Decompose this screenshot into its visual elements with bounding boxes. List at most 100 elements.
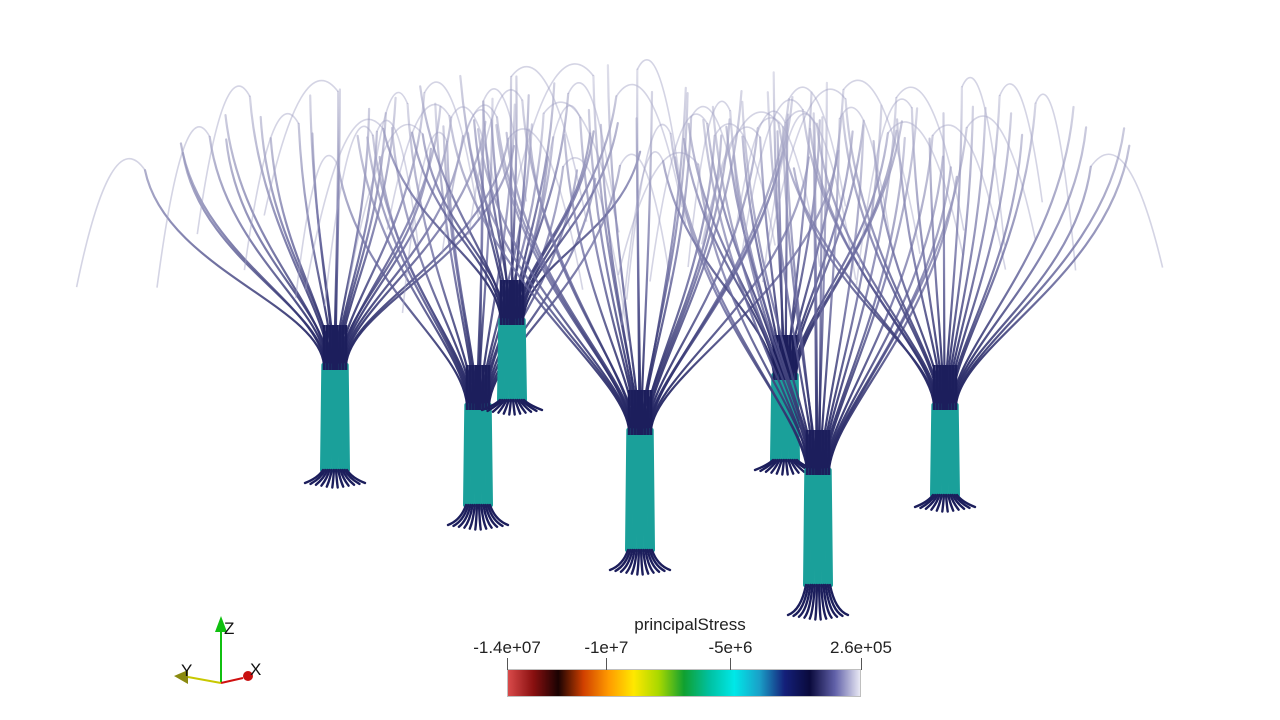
base-strand	[463, 503, 474, 529]
streamline	[304, 118, 384, 291]
base-strand	[941, 493, 946, 513]
stress-column	[913, 365, 977, 513]
z-axis-arrow-icon	[215, 616, 227, 632]
streamline	[961, 76, 1006, 246]
column-strand	[481, 403, 486, 507]
base-strand	[822, 583, 833, 619]
streamline	[696, 126, 761, 277]
colorbar-tick-mark	[730, 658, 732, 670]
column-strand	[824, 468, 830, 587]
streamline	[1034, 93, 1077, 271]
streamline	[477, 128, 632, 432]
base-strand	[480, 398, 502, 412]
column-strand	[320, 363, 326, 472]
streamline	[682, 137, 777, 377]
base-strand	[480, 503, 488, 530]
column-strand	[821, 468, 826, 587]
colorbar-tick-label: 2.6e+05	[830, 638, 892, 657]
z-axis-label: Z	[224, 619, 235, 638]
streamline	[537, 104, 581, 221]
colorbar-tick-label: -1.4e+07	[473, 638, 541, 657]
streamline	[181, 151, 327, 367]
streamline	[467, 89, 524, 236]
streamline	[337, 165, 469, 407]
stress-column	[608, 390, 672, 576]
base-strand	[343, 468, 361, 486]
streamline	[649, 113, 708, 282]
base-strand	[826, 583, 844, 618]
streamline	[243, 112, 300, 271]
colorbar-title: principalStress	[634, 615, 746, 634]
base-strand	[820, 583, 828, 620]
column-strand	[521, 318, 527, 402]
streamline	[344, 144, 516, 367]
column-strand	[515, 318, 520, 402]
y-axis-line	[187, 676, 222, 684]
streamline	[931, 124, 1007, 270]
column-strand	[327, 363, 332, 472]
streamline	[263, 79, 339, 216]
column-strand	[500, 318, 506, 402]
streamline	[740, 99, 804, 255]
base-strand	[486, 503, 504, 528]
base-strand	[770, 458, 781, 474]
base-strand	[951, 493, 966, 510]
base-strand	[331, 468, 336, 489]
base-strand	[814, 583, 819, 621]
streamline	[196, 85, 251, 235]
colorbar-gradient	[507, 669, 861, 697]
base-strand	[639, 548, 644, 576]
streamline	[615, 83, 683, 208]
streamline	[411, 131, 504, 322]
base-strand	[803, 583, 814, 619]
streamline	[482, 88, 528, 202]
colorbar-tick-label: -1e+7	[584, 638, 629, 657]
base-strand	[446, 503, 468, 527]
base-strand	[508, 398, 513, 416]
streamline	[966, 115, 1037, 241]
column-strand	[777, 373, 782, 462]
streamline	[448, 115, 631, 432]
streamline	[382, 127, 503, 322]
column-strand	[773, 373, 779, 462]
column-strand	[628, 428, 634, 552]
column-strand	[803, 468, 809, 587]
streamline	[143, 169, 326, 367]
base-strand	[520, 398, 538, 413]
stress-column	[303, 325, 367, 489]
streamline	[520, 122, 619, 322]
streamline	[620, 151, 664, 326]
streamline	[521, 150, 642, 322]
base-strand	[642, 548, 650, 575]
streamline	[942, 112, 946, 407]
streamline	[156, 126, 211, 288]
column-strand	[463, 403, 469, 507]
streamline	[951, 105, 1075, 407]
column-strand	[930, 403, 936, 497]
streamline	[953, 127, 1126, 407]
base-strand	[919, 493, 937, 510]
streamline	[792, 132, 889, 377]
streamline	[495, 124, 634, 432]
base-strand	[648, 548, 666, 573]
column-strand	[770, 373, 776, 462]
streamline	[711, 105, 812, 472]
streamline	[294, 154, 339, 299]
base-strand	[608, 548, 630, 572]
streamline	[208, 135, 328, 367]
column-strand	[646, 428, 652, 552]
base-strand	[303, 468, 325, 485]
streamline	[342, 135, 465, 367]
streamline	[998, 83, 1044, 203]
streamline	[815, 122, 939, 407]
streamline	[510, 65, 588, 222]
streamline	[617, 152, 699, 276]
column-strand	[487, 403, 493, 507]
streamline	[75, 158, 146, 288]
stress-column	[446, 365, 510, 531]
column-strand	[470, 403, 475, 507]
column-strand	[484, 403, 490, 507]
stress-tree-3	[304, 65, 683, 416]
streamline	[515, 63, 595, 185]
